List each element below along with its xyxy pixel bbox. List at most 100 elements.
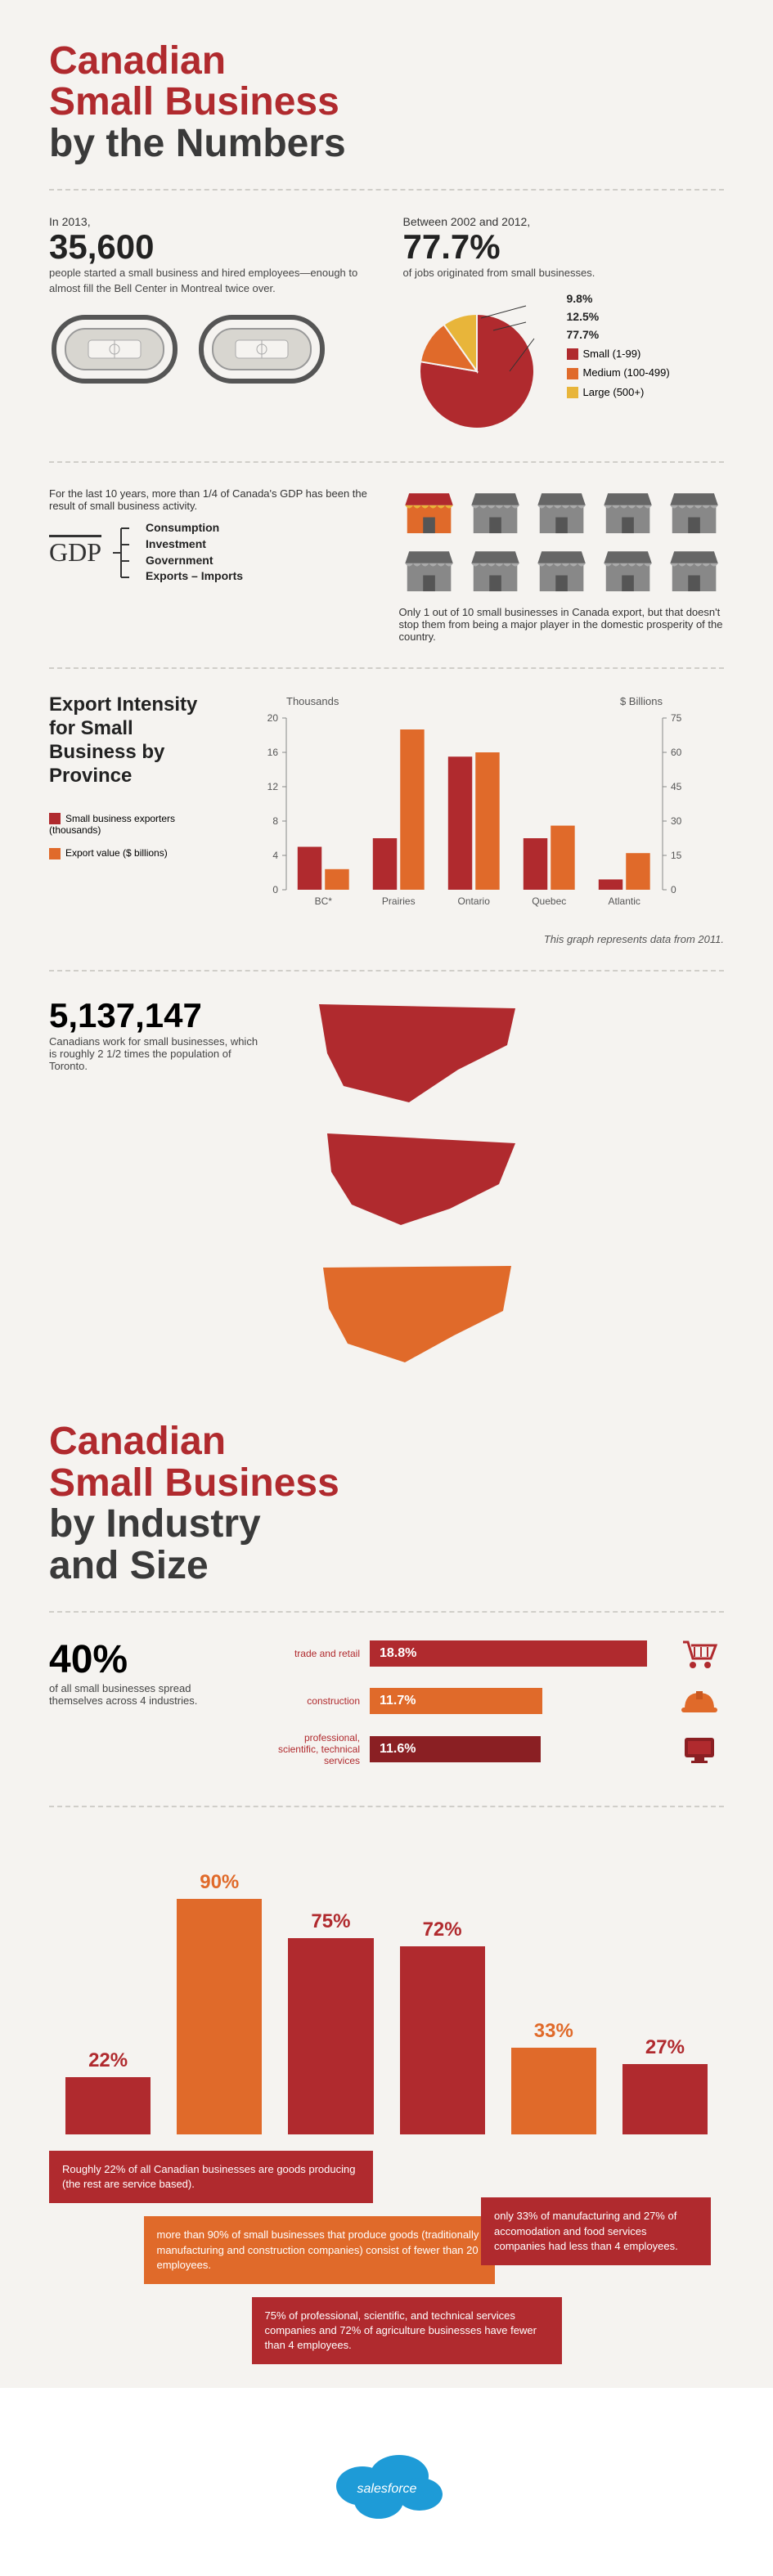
divider (49, 1806, 724, 1807)
divider (49, 1611, 724, 1613)
description: of all small businesses spread themselve… (49, 1682, 229, 1707)
industry-icon (675, 1733, 724, 1766)
industry-bar-row: construction 11.7% (262, 1685, 724, 1717)
gdp-left: For the last 10 years, more than 1/4 of … (49, 487, 375, 644)
page-title-2: Canadian Small Business by Industry and … (49, 1421, 724, 1586)
pie-side: 9.8% 12.5% 77.7% Small (1-99)Medium (100… (567, 289, 670, 402)
bar (475, 752, 499, 890)
industry-row: 40% of all small businesses spread thems… (49, 1637, 724, 1781)
legend-item: Medium (100-499) (567, 363, 670, 382)
gdp-diagram: GDP Consumption Investment Government Ex… (49, 520, 375, 586)
shop-icon (664, 545, 724, 598)
title-line: Canadian (49, 39, 226, 83)
svg-text:0: 0 (671, 884, 676, 895)
title-subline: and Size (49, 1544, 209, 1587)
pie-chart (403, 289, 551, 437)
shop-icon (598, 545, 658, 598)
industry-fill: 18.8% (370, 1640, 647, 1667)
industry-track: 18.8% (370, 1640, 665, 1667)
maps (311, 996, 724, 1372)
size-pct: 27% (645, 2036, 685, 2059)
shop-icon (399, 487, 459, 540)
svg-text:45: 45 (671, 781, 682, 792)
size-bar: 75% (288, 1910, 373, 2134)
gdp-item: Investment (146, 536, 243, 553)
svg-text:75: 75 (671, 712, 682, 724)
title-line: Small Business (49, 1461, 339, 1505)
pie-callout: 12.5% (567, 307, 670, 325)
industry-track: 11.6% (370, 1736, 665, 1762)
title-subline: by Industry (49, 1502, 261, 1546)
population-row: 5,137,147 Canadians work for small busin… (49, 996, 724, 1372)
export-section: Export Intensity for Small Business by P… (49, 693, 724, 927)
industry-fill: 11.7% (370, 1688, 542, 1714)
shops-text: Only 1 out of 10 small businesses in Can… (399, 606, 725, 643)
industry-bar-row: professional, scientific, technical serv… (262, 1732, 724, 1766)
container: Canadian Small Business by the Numbers I… (0, 0, 773, 2388)
title-line: Small Business (49, 80, 339, 123)
description: Canadians work for small businesses, whi… (49, 1035, 262, 1072)
divider (49, 667, 724, 669)
svg-text:Thousands: Thousands (286, 695, 339, 707)
arenas (49, 312, 371, 386)
svg-text:Quebec: Quebec (532, 895, 566, 907)
callout: only 33% of manufacturing and 27% of acc… (481, 2197, 711, 2265)
legend-item: Small (1-99) (567, 344, 670, 363)
svg-text:15: 15 (671, 850, 682, 861)
export-bar-chart: Thousands$ Billions04812162001530456075B… (245, 693, 703, 922)
size-pct: 22% (88, 2049, 128, 2072)
big-number: 5,137,147 (49, 996, 278, 1035)
shop-icon (465, 545, 525, 598)
map-icon (311, 996, 524, 1111)
shop-icon (532, 487, 591, 540)
industry-fill: 11.6% (370, 1736, 541, 1762)
legend-item: Export value ($ billions) (49, 847, 213, 859)
bar (448, 757, 472, 891)
shop-icon (664, 487, 724, 540)
export-title: Export Intensity for Small Business by P… (49, 693, 213, 788)
gdp-text: For the last 10 years, more than 1/4 of … (49, 487, 375, 512)
size-chart: 22% 90% 75% 72% 33% 27% Roughly 22% of a… (49, 1840, 724, 2347)
size-bar-fill (400, 1946, 485, 2134)
svg-text:Prairies: Prairies (382, 895, 416, 907)
divider (49, 970, 724, 972)
bar (298, 847, 321, 891)
svg-text:12: 12 (267, 781, 279, 792)
shop-icon (399, 545, 459, 598)
export-legend: Small business exporters (thousands)Expo… (49, 813, 213, 860)
title-line: Canadian (49, 1420, 226, 1463)
callouts: Roughly 22% of all Canadian businesses a… (49, 2151, 724, 2265)
big-number: 35,600 (49, 228, 371, 266)
lead-text: In 2013, (49, 215, 371, 228)
size-bar: 27% (622, 2036, 708, 2134)
bracket-icon (111, 520, 136, 586)
intro-row: In 2013, 35,600 people started a small b… (49, 215, 724, 436)
size-pct: 75% (311, 1910, 350, 1933)
bar (325, 869, 348, 890)
gdp-row: For the last 10 years, more than 1/4 of … (49, 487, 724, 644)
shop-icon (532, 545, 591, 598)
bar (373, 838, 397, 890)
big-number: 40% (49, 1637, 229, 1682)
export-left: Export Intensity for Small Business by P… (49, 693, 213, 927)
brand-text: salesforce (357, 2482, 416, 2496)
industry-label: professional, scientific, technical serv… (262, 1732, 360, 1766)
title-subline: by the Numbers (49, 122, 346, 165)
industry-track: 11.7% (370, 1688, 665, 1714)
gdp-item: Consumption (146, 520, 243, 536)
size-bar-fill (177, 1899, 262, 2134)
callout: more than 90% of small businesses that p… (144, 2216, 495, 2284)
size-bar: 90% (177, 1871, 262, 2134)
svg-text:8: 8 (272, 815, 278, 827)
shop-icon (598, 487, 658, 540)
pie-legend: Small (1-99)Medium (100-499)Large (500+) (567, 344, 670, 402)
page: Canadian Small Business by the Numbers I… (0, 0, 773, 2576)
size-pct: 33% (534, 2020, 573, 2043)
lead-text: Between 2002 and 2012, (403, 215, 725, 228)
gdp-word: GDP (49, 537, 101, 568)
shops-grid (399, 487, 725, 599)
industry-label: trade and retail (262, 1648, 360, 1659)
size-bar-fill (622, 2064, 708, 2134)
gdp-list: Consumption Investment Government Export… (146, 520, 243, 584)
map-icon (311, 1127, 524, 1241)
